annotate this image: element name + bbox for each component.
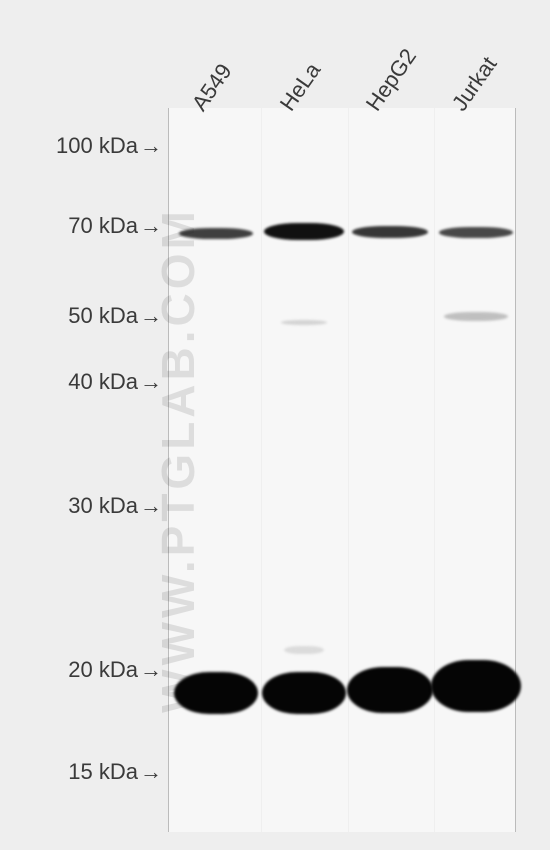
mw-marker-label: 70 kDa→ [68, 213, 162, 239]
mw-marker-label: 50 kDa→ [68, 303, 162, 329]
lane-label: HepG2 [361, 44, 422, 116]
mw-value: 15 kDa [68, 759, 138, 784]
blot-band [439, 227, 513, 238]
mw-value: 40 kDa [68, 369, 138, 394]
mw-value: 20 kDa [68, 657, 138, 682]
blot-band [431, 660, 521, 712]
blot-band [347, 667, 433, 713]
arrow-right-icon: → [140, 369, 162, 395]
mw-value: 100 kDa [56, 133, 138, 158]
blot-band [281, 320, 327, 325]
arrow-right-icon: → [140, 213, 162, 239]
mw-value: 30 kDa [68, 493, 138, 518]
arrow-right-icon: → [140, 133, 162, 159]
blot-band [284, 646, 324, 654]
blot-band [174, 672, 258, 714]
blot-band [179, 228, 253, 239]
blot-band [444, 312, 508, 321]
mw-marker-label: 20 kDa→ [68, 657, 162, 683]
mw-marker-label: 40 kDa→ [68, 369, 162, 395]
mw-marker-label: 15 kDa→ [68, 759, 162, 785]
lane-divider [348, 108, 349, 832]
mw-marker-label: 30 kDa→ [68, 493, 162, 519]
mw-value: 70 kDa [68, 213, 138, 238]
arrow-right-icon: → [140, 657, 162, 683]
blot-band [264, 223, 344, 240]
blot-band [352, 226, 428, 238]
blot-band [262, 672, 346, 714]
lane-divider [434, 108, 435, 832]
arrow-right-icon: → [140, 759, 162, 785]
mw-value: 50 kDa [68, 303, 138, 328]
blot-membrane [168, 108, 516, 832]
lane-divider [261, 108, 262, 832]
arrow-right-icon: → [140, 493, 162, 519]
arrow-right-icon: → [140, 303, 162, 329]
watermark-text: WWW.PTGLAB.COM [151, 207, 205, 713]
blot-figure: WWW.PTGLAB.COM A549HeLaHepG2Jurkat100 kD… [0, 0, 550, 850]
mw-marker-label: 100 kDa→ [56, 133, 162, 159]
lane-label: Jurkat [447, 52, 503, 116]
